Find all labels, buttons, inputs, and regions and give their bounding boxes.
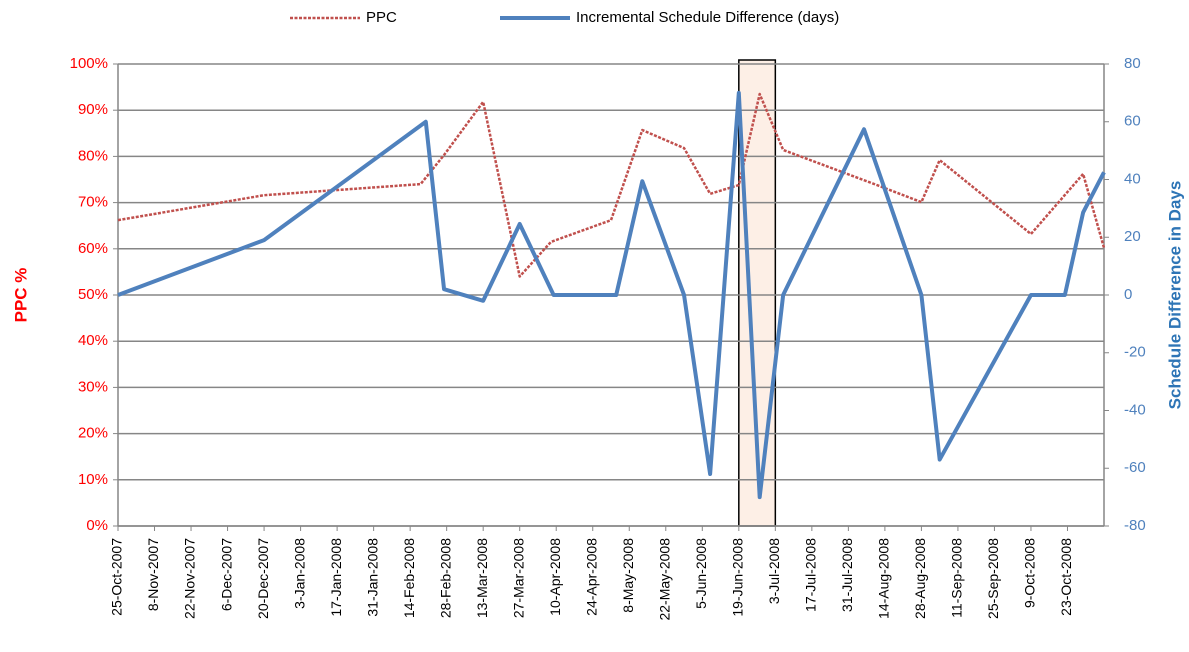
legend-label: PPC: [366, 9, 397, 26]
x-tick-label: 25-Sep-2008: [985, 538, 1001, 619]
x-tick-label: 11-Sep-2008: [949, 538, 965, 618]
y-tick-label: 80%: [78, 147, 108, 164]
x-tick-label: 28-Aug-2008: [912, 538, 928, 619]
x-tick-label: 3-Jul-2008: [766, 538, 782, 604]
x-tick-label: 5-Jun-2008: [693, 538, 709, 609]
y-tick-label: 60%: [78, 240, 108, 257]
y-tick-label: 0%: [86, 517, 108, 534]
x-tick-label: 31-Jan-2008: [364, 538, 380, 617]
legend-label: Incremental Schedule Difference (days): [576, 9, 839, 26]
series-line: [117, 92, 1106, 278]
x-tick-label: 25-Oct-2007: [109, 538, 125, 616]
y2-tick-label: -20: [1124, 344, 1146, 361]
y2-tick-label: -60: [1124, 459, 1146, 476]
y2-tick-label: 80: [1124, 55, 1141, 72]
y-tick-label: 40%: [78, 332, 108, 349]
x-tick-label: 31-Jul-2008: [839, 538, 855, 612]
y2-tick-label: 0: [1124, 286, 1132, 303]
y-tick-label: 100%: [70, 55, 108, 72]
y-tick-label: 70%: [78, 194, 108, 211]
x-tick-label: 24-Apr-2008: [583, 538, 599, 616]
x-tick-label: 22-May-2008: [656, 538, 672, 621]
x-tick-label: 3-Jan-2008: [291, 538, 307, 609]
y2-tick-label: -80: [1124, 517, 1146, 534]
x-tick-label: 10-Apr-2008: [547, 538, 563, 616]
y-tick-label: 10%: [78, 471, 108, 488]
y2-tick-label: 20: [1124, 228, 1141, 245]
x-tick-label: 27-Mar-2008: [510, 538, 526, 618]
y2-tick-label: 60: [1124, 113, 1141, 130]
y-tick-label: 90%: [78, 101, 108, 118]
x-tick-label: 28-Feb-2008: [437, 538, 453, 618]
x-tick-label: 19-Jun-2008: [730, 538, 746, 617]
y-tick-label: 30%: [78, 378, 108, 395]
x-tick-label: 23-Oct-2008: [1058, 538, 1074, 616]
x-tick-label: 8-May-2008: [620, 538, 636, 613]
series-line: [117, 90, 1106, 500]
x-tick-label: 14-Feb-2008: [401, 538, 417, 618]
x-tick-label: 17-Jul-2008: [803, 538, 819, 612]
y2-tick-label: 40: [1124, 170, 1141, 187]
x-tick-label: 22-Nov-2007: [182, 538, 198, 619]
y-tick-label: 20%: [78, 425, 108, 442]
y2-tick-label: -40: [1124, 401, 1146, 418]
x-tick-label: 13-Mar-2008: [474, 538, 490, 618]
x-tick-label: 9-Oct-2008: [1022, 538, 1038, 608]
x-tick-label: 14-Aug-2008: [876, 538, 892, 619]
x-tick-label: 17-Jan-2008: [328, 538, 344, 617]
x-tick-label: 20-Dec-2007: [255, 538, 271, 619]
y-axis-title: PPC %: [11, 268, 30, 323]
y-tick-label: 50%: [78, 286, 108, 303]
x-tick-label: 8-Nov-2007: [145, 538, 161, 611]
x-tick-label: 6-Dec-2007: [218, 538, 234, 611]
y2-axis-title: Schedule Difference in Days: [1165, 181, 1184, 410]
